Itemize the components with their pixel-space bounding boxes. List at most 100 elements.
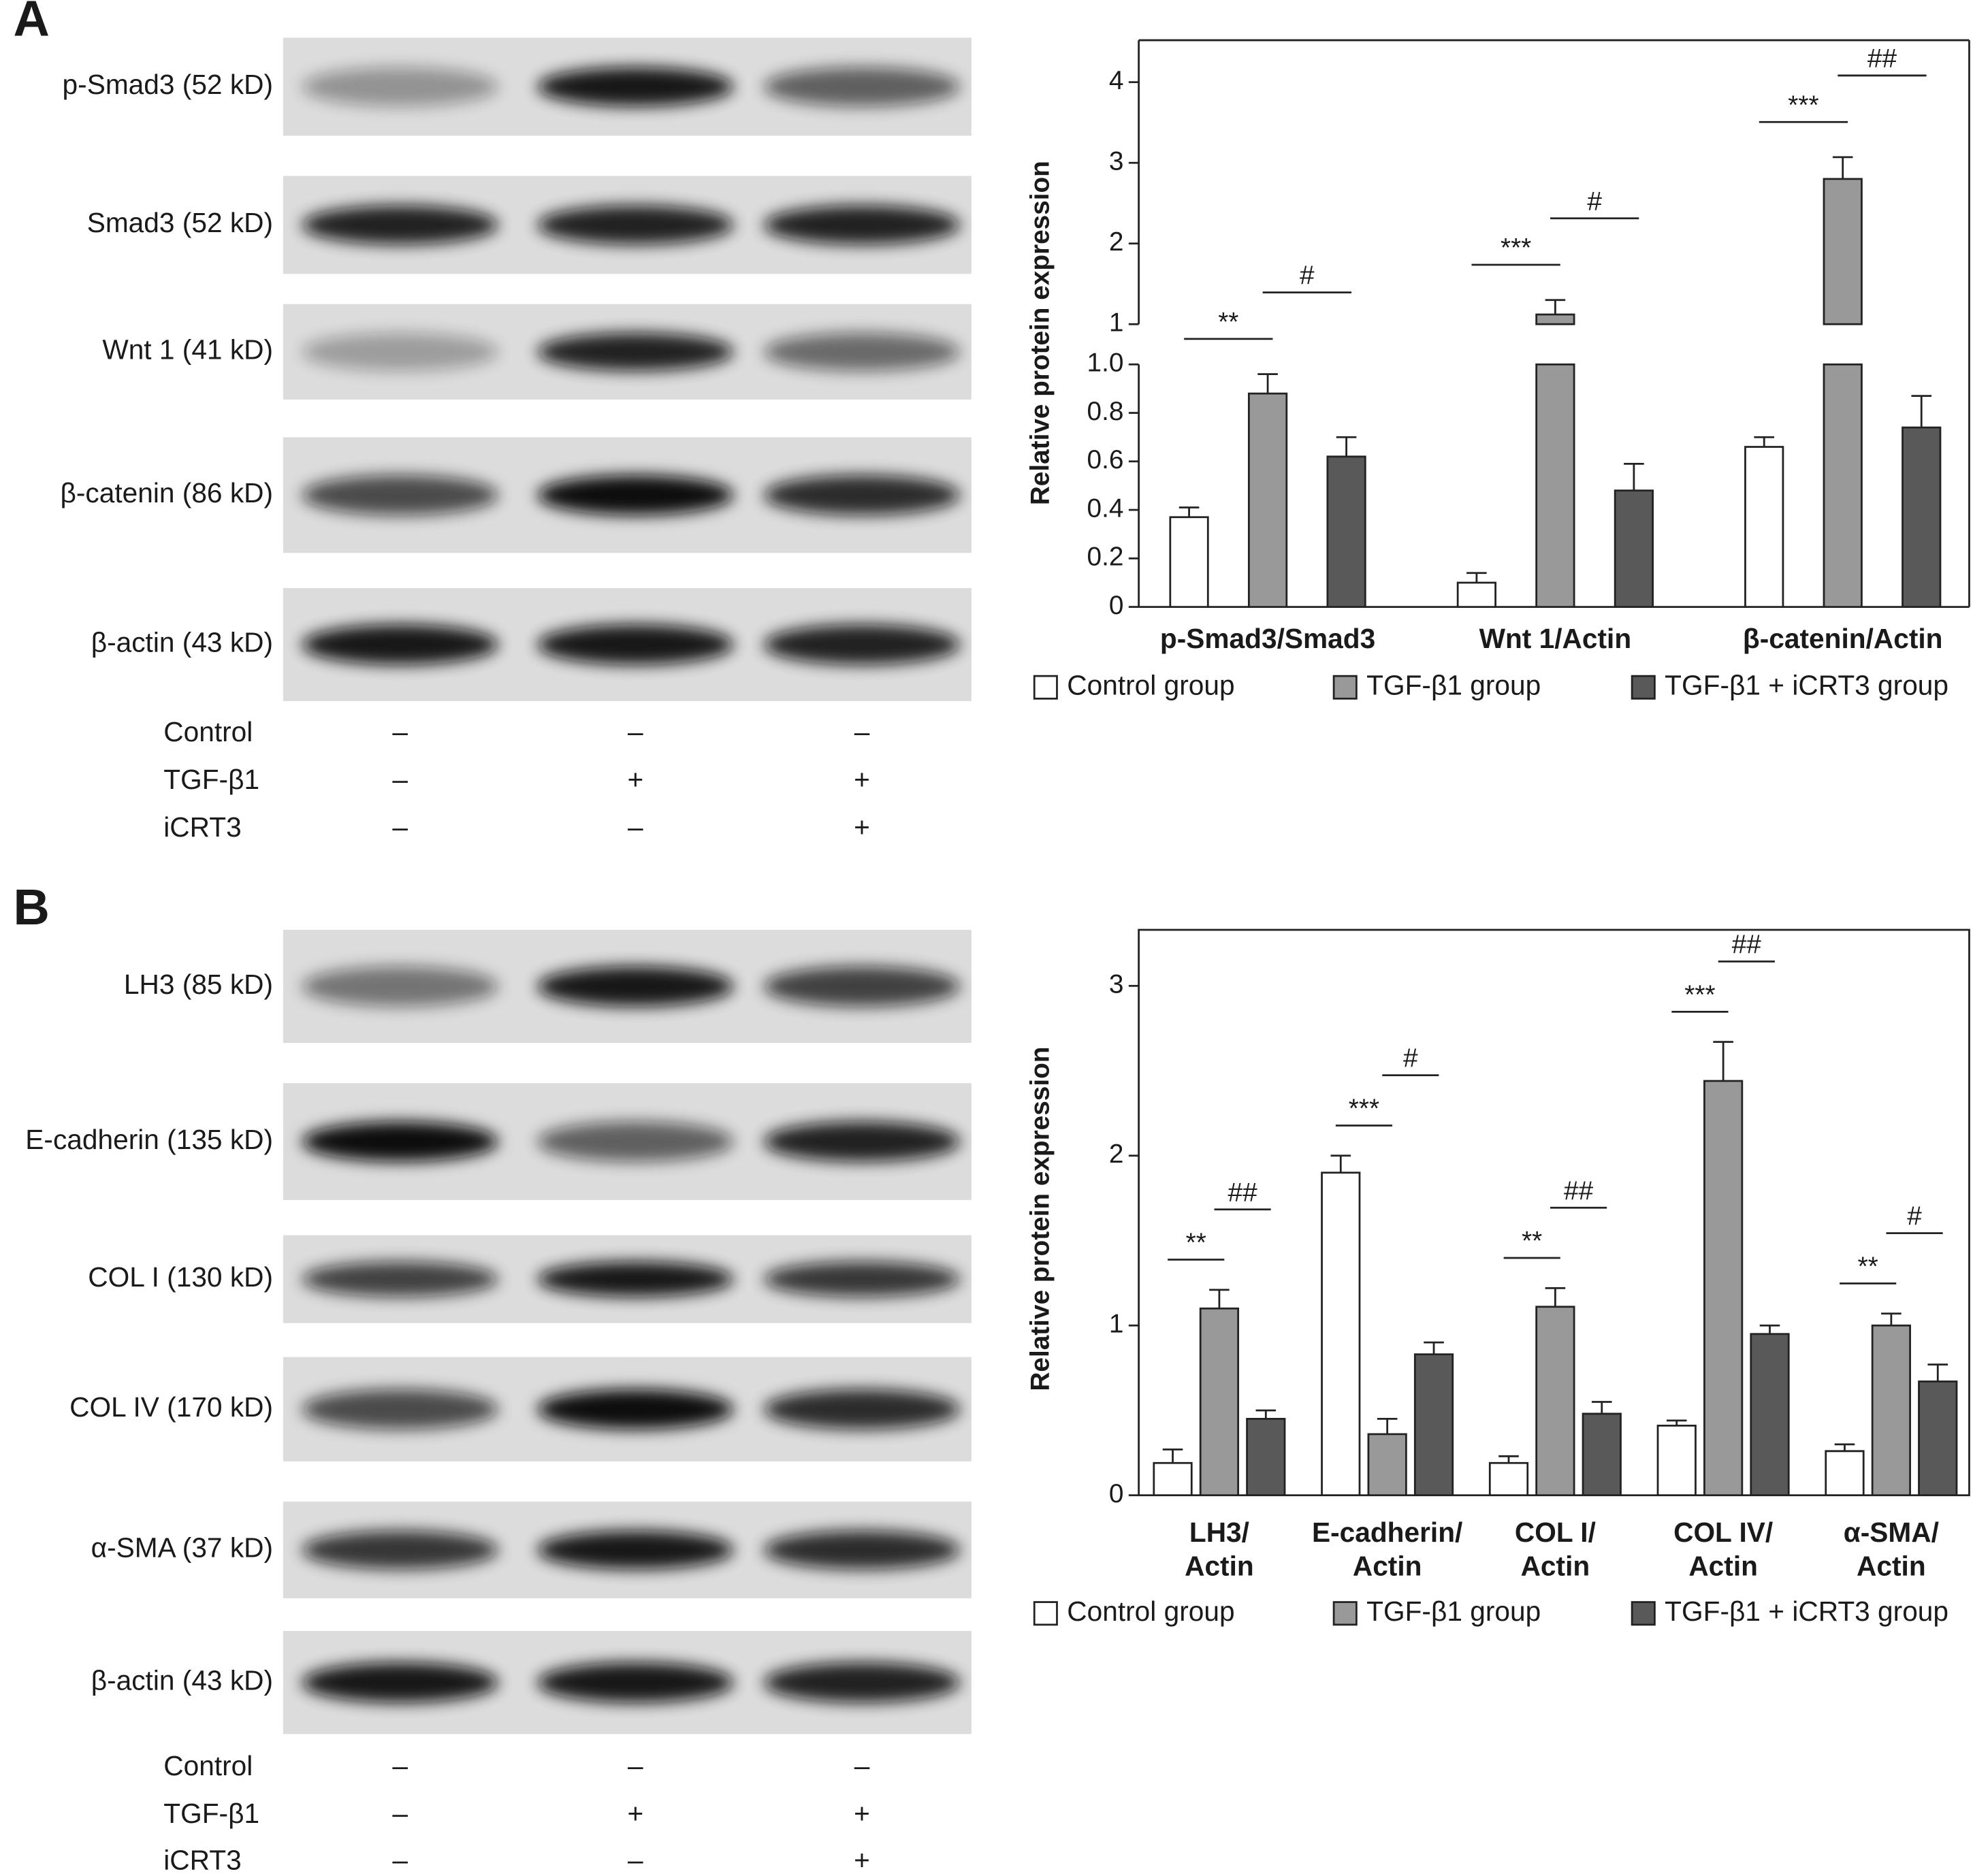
significance-label: ## [1732,931,1762,960]
blot-band [537,1530,734,1570]
bar [1918,1380,1958,1497]
blot-band [537,1662,734,1703]
error-bar [1466,572,1487,583]
blot-label: COL IV (170 kD) [69,1391,273,1423]
blot-band [302,624,498,665]
bar [1246,1418,1286,1497]
blot-band [537,624,734,665]
blot-band [302,332,498,371]
significance-label: *** [1349,1095,1379,1124]
blot-band [302,205,498,245]
x-tick-label: Wnt 1/Actin [1479,623,1632,654]
bar [1367,1433,1407,1497]
blot-band [302,1389,498,1429]
bar [1750,1333,1790,1497]
error-bar [1330,1154,1351,1173]
blot-band [537,1121,734,1162]
significance-label: ## [1867,44,1897,74]
bar [1535,1306,1575,1497]
error-bar [1545,299,1566,315]
error-bar [1832,156,1853,179]
x-tick-label-line: α-SMA/ [1844,1517,1939,1548]
y-tick-label: 0.2 [1087,543,1124,572]
x-tick-label-line: LH3/ [1189,1517,1249,1548]
x-tick-label: β-catenin/Actin [1743,623,1943,654]
bar [1902,426,1942,608]
panel-letter: A [14,0,50,47]
blot-band [302,67,498,107]
blot-band [537,966,734,1007]
legend-label: TGF-β1 + iCRT3 group [1665,1596,1948,1627]
x-tick-label: COL I/Actin [1515,1517,1596,1582]
x-tick-label: COL IV/Actin [1673,1517,1773,1582]
x-tick-label-line: Actin [1857,1550,1926,1581]
bar [1413,1353,1454,1497]
error-bar [1545,1287,1566,1307]
significance-label: ** [1522,1227,1542,1256]
x-tick-label-line: Actin [1521,1550,1590,1581]
legend-swatch [1033,675,1058,700]
y-tick-label: 4 [1109,66,1124,95]
treatment-sign: – [628,1844,643,1875]
significance-label: ** [1858,1252,1878,1282]
legend-swatch [1033,1601,1058,1626]
blot-label: β-catenin (86 kD) [60,477,273,508]
bar [1326,455,1366,608]
blot-band [302,1261,498,1297]
treatment-sign: + [854,811,870,843]
blot-band [763,67,961,107]
treatment-label: iCRT3 [163,811,241,843]
significance-label: ** [1218,308,1238,337]
blot-band [537,205,734,245]
blot-label: COL I (130 kD) [88,1261,273,1293]
error-bar [1666,1419,1687,1426]
y-tick-label: 0 [1109,591,1124,620]
treatment-sign: – [392,716,408,747]
blot-band [537,1389,734,1429]
error-bar [1624,463,1644,491]
bar [1871,1324,1911,1497]
treatment-sign: + [627,1798,643,1829]
bar [1321,1171,1361,1497]
blot-band [537,1261,734,1297]
y-tick-label: 0.8 [1087,397,1124,426]
x-tick-label: LH3/Actin [1185,1517,1254,1582]
treatment-sign: – [628,811,643,843]
x-tick-label-line: Actin [1185,1550,1254,1581]
legend-label: TGF-β1 + iCRT3 group [1665,669,1948,700]
blot-band [302,474,498,515]
treatment-sign: + [854,1844,870,1875]
blot-band [537,67,734,107]
legend-label: Control group [1067,669,1234,700]
y-tick-label: 2 [1109,227,1124,257]
treatment-sign: – [628,1750,643,1781]
blot-band [763,1121,961,1162]
bar [1582,1412,1622,1497]
error-bar [1498,1455,1519,1463]
treatment-sign: – [392,764,408,795]
blot-band [537,474,734,515]
y-tick-label: 2 [1109,1139,1124,1169]
blot-band [763,1261,961,1297]
error-bar [1927,1363,1948,1382]
bar [1456,581,1496,608]
treatment-label: Control [163,716,253,747]
legend-label: TGF-β1 group [1366,1596,1541,1627]
y-axis-label: Relative protein expression [1026,1047,1055,1391]
x-tick-label-line: COL I/ [1515,1517,1596,1548]
bar [1169,516,1209,608]
error-bar [1713,1041,1733,1082]
legend-label: TGF-β1 group [1366,669,1541,700]
treatment-sign: – [392,811,408,843]
error-bar [1591,1401,1612,1414]
error-bar [1834,1443,1855,1451]
error-bar [1759,1324,1780,1334]
blot-band [763,1389,961,1429]
blot-label: β-actin (43 kD) [91,1664,273,1696]
blot-label: α-SMA (37 kD) [91,1532,273,1564]
treatment-label: iCRT3 [163,1844,241,1875]
significance-label: # [1300,261,1315,291]
blot-label: E-cadherin (135 kD) [25,1124,273,1155]
x-tick-label-line: COL IV/ [1673,1517,1773,1548]
significance-label: *** [1684,980,1715,1009]
